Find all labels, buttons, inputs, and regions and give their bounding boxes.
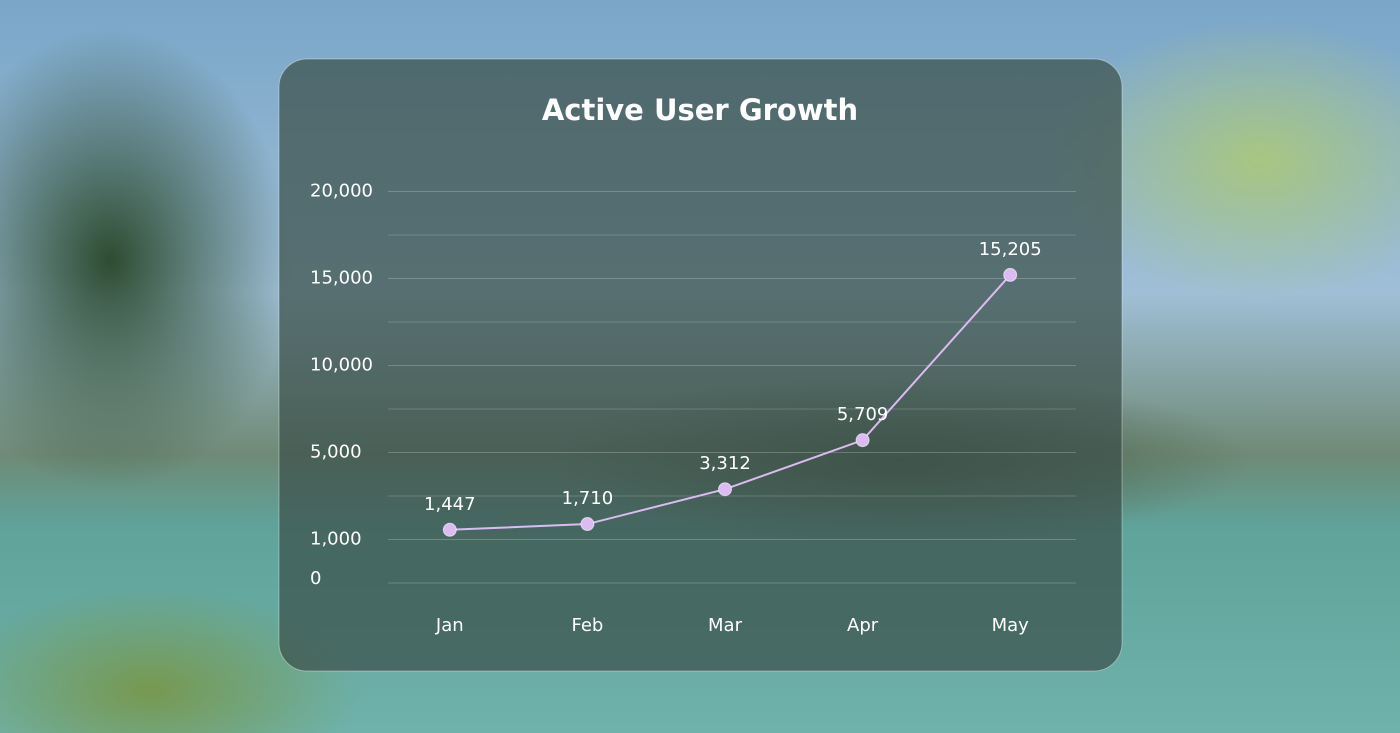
data-label: 1,710 <box>562 488 614 509</box>
data-point <box>855 433 870 448</box>
data-point <box>718 482 732 497</box>
data-label: 1,447 <box>424 494 476 515</box>
y-tick-label: 20,000 <box>310 181 373 202</box>
data-label: 15,205 <box>979 239 1042 260</box>
y-tick-label: 0 <box>310 568 321 589</box>
y-tick-label: 10,000 <box>310 355 373 376</box>
data-label: 5,709 <box>837 404 889 425</box>
chart-title: Active User Growth <box>542 93 858 127</box>
x-tick-label: May <box>992 615 1030 636</box>
y-tick-label: 15,000 <box>310 268 373 289</box>
y-tick-label: 5,000 <box>310 442 362 463</box>
data-label: 3,312 <box>699 453 751 474</box>
x-tick-label: Mar <box>708 615 743 636</box>
data-point <box>580 517 595 532</box>
card <box>278 58 1123 672</box>
data-point <box>442 522 457 537</box>
x-tick-label: Apr <box>847 615 879 636</box>
y-tick-label: 1,000 <box>310 529 362 550</box>
x-tick-label: Jan <box>435 615 464 636</box>
data-point <box>1003 267 1018 282</box>
x-tick-label: Feb <box>571 615 603 636</box>
